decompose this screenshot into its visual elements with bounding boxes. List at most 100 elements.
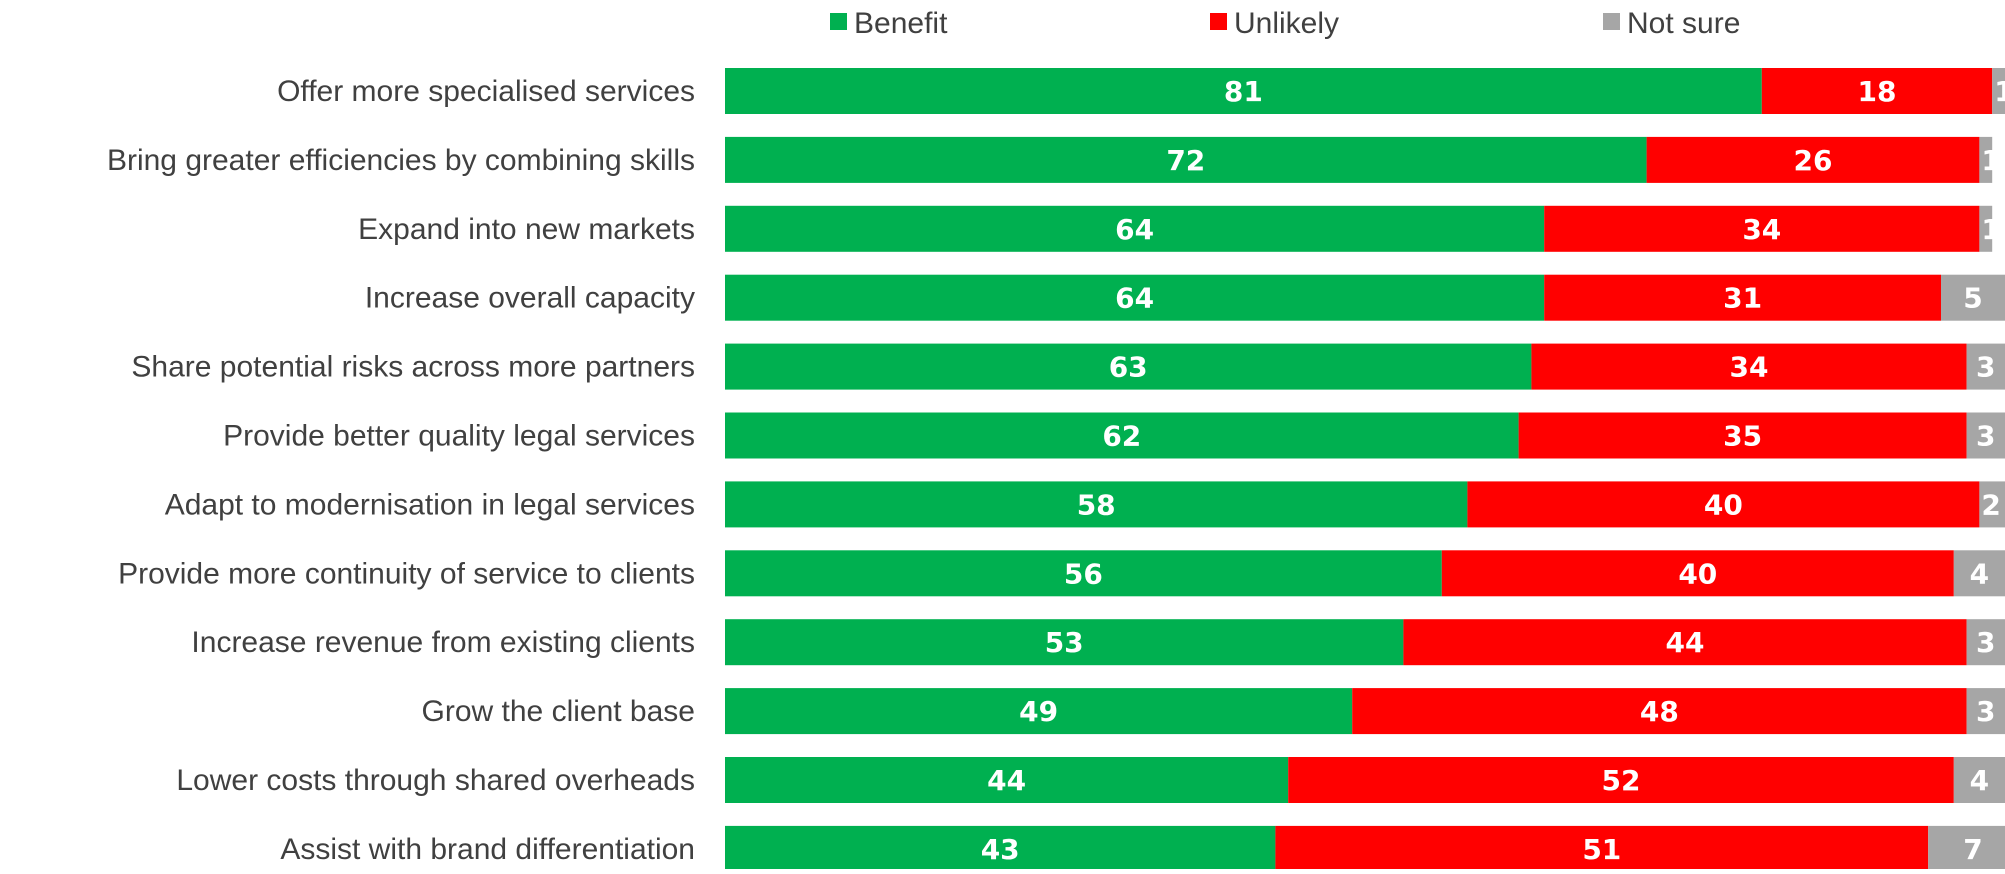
data-label-benefit: 81	[1224, 75, 1263, 108]
category-label: Adapt to modernisation in legal services	[165, 488, 695, 521]
legend-label-benefit: Benefit	[854, 7, 948, 40]
data-label-unlikely: 31	[1723, 282, 1762, 315]
bar-segment-benefit	[725, 757, 1289, 803]
bar-row: Offer more specialised services 81 18 1	[277, 68, 2005, 114]
data-label-unlikely: 34	[1730, 351, 1769, 384]
bar-segment-not-sure	[1953, 757, 2005, 803]
data-label-not-sure: 4	[1970, 764, 1989, 797]
data-label-benefit: 43	[981, 833, 1020, 866]
category-label: Lower costs through shared overheads	[176, 764, 695, 797]
data-label-benefit: 64	[1115, 213, 1154, 246]
legend-item-not-sure: Not sure	[1603, 7, 1740, 40]
bar-row: Increase revenue from existing clients 53…	[191, 619, 2005, 666]
bar-row: Assist with brand differentiation 43 51 7	[280, 825, 2005, 872]
category-label: Bring greater efficiencies by combining …	[107, 144, 695, 177]
data-label-unlikely: 40	[1678, 557, 1717, 590]
bar-segment-benefit	[725, 481, 1468, 528]
bar-segment-benefit	[725, 412, 1519, 459]
category-label: Increase overall capacity	[365, 282, 695, 315]
data-label-unlikely: 35	[1723, 420, 1762, 453]
data-label-not-sure: 2	[1981, 488, 2000, 521]
bar-segment-benefit	[725, 68, 1762, 114]
bar-segment-not-sure	[1966, 412, 2005, 459]
bar-segment-not-sure	[1953, 550, 2005, 597]
bar-row: Bring greater efficiencies by combining …	[107, 136, 2001, 183]
bar-row: Lower costs through shared overheads 44 52…	[176, 757, 2005, 803]
legend-swatch-benefit	[830, 13, 847, 30]
bar-row: Provide more continuity of service to cl…	[118, 550, 2005, 597]
bar-segment-not-sure	[1966, 688, 2005, 735]
data-label-benefit: 44	[987, 764, 1026, 797]
bar-segment-unlikely	[1544, 205, 1980, 252]
bar-segment-benefit	[725, 343, 1532, 390]
category-label: Provide more continuity of service to cl…	[118, 557, 695, 590]
data-label-not-sure: 1	[1994, 75, 2005, 108]
data-label-not-sure: 1	[1981, 213, 2000, 246]
bar-segment-unlikely	[1518, 412, 1967, 459]
bar-segment-not-sure	[1979, 136, 1993, 183]
data-label-benefit: 64	[1115, 282, 1154, 315]
bar-row: Adapt to modernisation in legal services…	[165, 481, 2005, 528]
bar-segment-benefit	[725, 205, 1545, 252]
legend-item-unlikely: Unlikely	[1210, 7, 1339, 40]
bar-row: Share potential risks across more partne…	[131, 343, 2005, 390]
legend-label-not-sure: Not sure	[1627, 7, 1740, 40]
data-label-benefit: 53	[1045, 626, 1084, 659]
data-label-benefit: 58	[1077, 488, 1116, 521]
category-label: Provide better quality legal services	[223, 420, 695, 453]
bar-segment-unlikely	[1275, 825, 1929, 872]
bar-segment-unlikely	[1531, 343, 1967, 390]
data-label-not-sure: 4	[1970, 557, 1989, 590]
bar-segment-benefit	[725, 550, 1442, 597]
bar-row: Provide better quality legal services 62 3…	[223, 412, 2005, 459]
data-label-unlikely: 51	[1582, 833, 1621, 866]
bar-segment-benefit	[725, 688, 1353, 735]
data-label-unlikely: 18	[1858, 75, 1897, 108]
bar-row: Grow the client base 49 48 3	[422, 688, 2005, 735]
category-label: Offer more specialised services	[277, 75, 695, 108]
data-label-not-sure: 3	[1976, 695, 1995, 728]
bar-segment-benefit	[725, 825, 1276, 872]
data-label-unlikely: 34	[1742, 213, 1781, 246]
data-label-unlikely: 26	[1794, 144, 1833, 177]
data-label-benefit: 72	[1166, 144, 1205, 177]
data-label-unlikely: 44	[1666, 626, 1705, 659]
bar-segment-not-sure	[1979, 205, 1993, 252]
data-label-benefit: 49	[1019, 695, 1058, 728]
data-label-benefit: 56	[1064, 557, 1103, 590]
data-label-not-sure: 3	[1976, 420, 1995, 453]
bar-row: Increase overall capacity 64 31 5	[365, 274, 2005, 321]
category-label: Increase revenue from existing clients	[191, 626, 695, 659]
data-label-not-sure: 7	[1963, 833, 1982, 866]
bar-rows: Offer more specialised services 81 18 1 Brin…	[107, 68, 2005, 872]
data-label-benefit: 63	[1109, 351, 1148, 384]
bar-segment-unlikely	[1467, 481, 1980, 528]
bar-segment-unlikely	[1403, 619, 1967, 666]
bar-segment-benefit	[725, 136, 1647, 183]
data-label-not-sure: 5	[1963, 282, 1982, 315]
legend-item-benefit: Benefit	[830, 7, 948, 40]
bar-segment-not-sure	[1941, 274, 2005, 321]
bar-segment-not-sure	[1928, 825, 2005, 872]
bar-segment-unlikely	[1544, 274, 1941, 321]
legend-swatch-unlikely	[1210, 13, 1227, 30]
bar-segment-not-sure	[1966, 619, 2005, 666]
data-label-unlikely: 48	[1640, 695, 1679, 728]
bar-segment-not-sure	[1966, 343, 2005, 390]
bar-segment-unlikely	[1288, 757, 1954, 803]
legend-label-unlikely: Unlikely	[1234, 7, 1339, 40]
bar-row: Expand into new markets 64 34 1	[358, 205, 2001, 252]
data-label-benefit: 62	[1102, 420, 1141, 453]
category-label: Share potential risks across more partne…	[131, 351, 695, 384]
data-label-not-sure: 3	[1976, 351, 1995, 384]
bar-segment-not-sure	[1992, 68, 2005, 114]
bar-segment-benefit	[725, 274, 1545, 321]
bar-segment-unlikely	[1761, 68, 1993, 114]
legend-swatch-not-sure	[1603, 13, 1620, 30]
bar-segment-not-sure	[1979, 481, 2005, 528]
category-label: Expand into new markets	[358, 213, 695, 246]
data-label-not-sure: 1	[1981, 144, 2000, 177]
bar-segment-unlikely	[1441, 550, 1954, 597]
bar-segment-benefit	[725, 619, 1404, 666]
